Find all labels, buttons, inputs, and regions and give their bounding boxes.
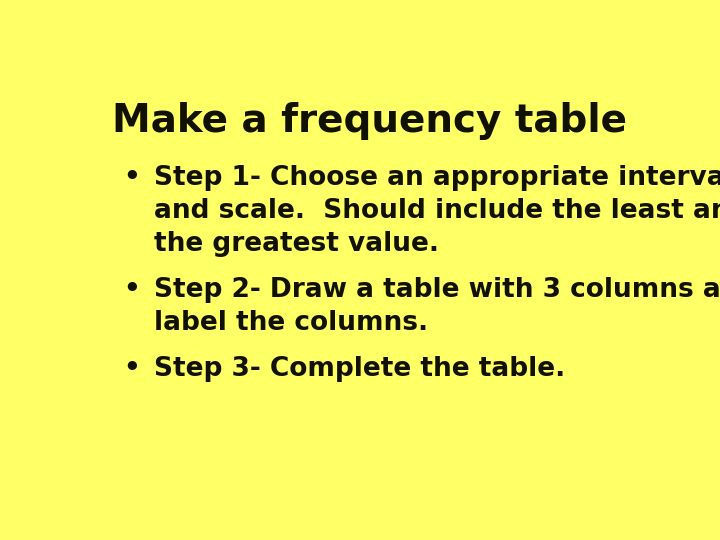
Text: Step 1- Choose an appropriate interval
and scale.  Should include the least and
: Step 1- Choose an appropriate interval a… [154, 165, 720, 256]
Text: •: • [123, 165, 140, 191]
Text: Make a frequency table: Make a frequency table [112, 102, 626, 140]
Text: •: • [123, 277, 140, 303]
Text: Step 3- Complete the table.: Step 3- Complete the table. [154, 356, 565, 382]
Text: •: • [123, 356, 140, 382]
Text: Step 2- Draw a table with 3 columns and
label the columns.: Step 2- Draw a table with 3 columns and … [154, 277, 720, 336]
